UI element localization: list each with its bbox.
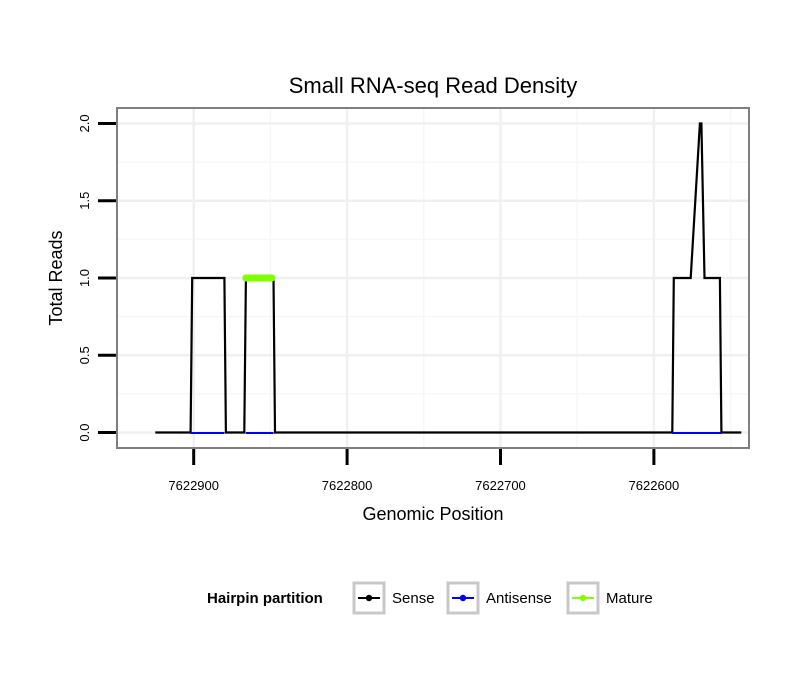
y-tick-label: 2.0 (77, 114, 92, 132)
x-tick-label: 7622900 (168, 478, 219, 493)
series-line-sense (155, 122, 742, 434)
legend: Hairpin partition Sense Antisense Mature (207, 581, 653, 615)
y-tick-label: 0.5 (77, 346, 92, 364)
legend-label-mature: Mature (606, 590, 653, 607)
legend-key-point (365, 594, 373, 602)
x-axis-label: Genomic Position (362, 504, 503, 524)
x-tick-label: 7622700 (475, 478, 526, 493)
legend-title: Hairpin partition (207, 590, 323, 607)
x-tick-label: 7622600 (629, 478, 680, 493)
legend-key-point (459, 594, 467, 602)
y-tick-label: 1.0 (77, 269, 92, 287)
y-tick-label: 0.0 (77, 424, 92, 442)
y-axis: 0.0 0.5 1.0 1.5 2.0 (77, 114, 116, 442)
legend-label-sense: Sense (392, 590, 435, 607)
x-tick-label: 7622800 (322, 478, 373, 493)
plot-panel-border (116, 107, 750, 449)
series-layer (155, 122, 742, 435)
x-axis: 7622900 7622800 7622700 7622600 (168, 449, 679, 493)
chart-title: Small RNA-seq Read Density (289, 73, 578, 98)
y-axis-label: Total Reads (46, 230, 66, 325)
legend-key-point (579, 594, 587, 602)
legend-label-antisense: Antisense (486, 590, 552, 607)
y-tick-label: 1.5 (77, 192, 92, 210)
